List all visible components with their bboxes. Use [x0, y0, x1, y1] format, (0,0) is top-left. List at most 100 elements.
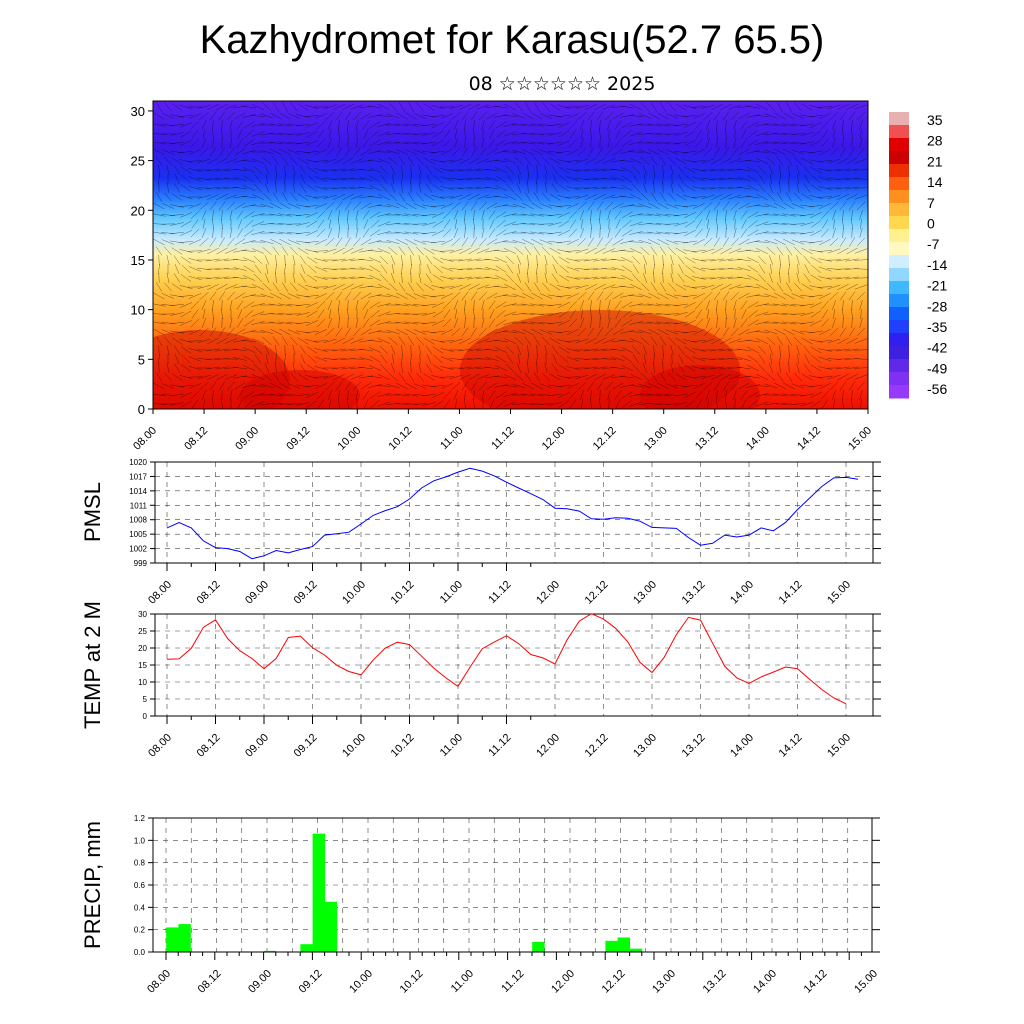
wind-barb — [782, 321, 796, 325]
wind-barb — [410, 254, 412, 266]
wind-barb — [804, 264, 810, 274]
wind-barb — [278, 231, 292, 235]
wind-barb — [809, 114, 823, 118]
wind-barb — [431, 330, 445, 334]
wind-barb — [216, 193, 228, 201]
wind-barb — [413, 239, 427, 245]
wind-barb — [422, 141, 436, 145]
wind-barb — [683, 384, 697, 388]
wind-barb — [306, 166, 318, 174]
wind-barb — [764, 329, 778, 335]
wind-barb — [316, 138, 326, 148]
wind-barb — [270, 328, 282, 336]
wind-barb — [388, 246, 398, 256]
wind-barb — [803, 345, 811, 355]
wind-barb — [300, 174, 306, 184]
wind-barb — [485, 249, 499, 253]
wind-barb — [233, 169, 247, 171]
wind-barb — [314, 250, 328, 252]
wind-barb — [854, 284, 868, 290]
wind-barb — [839, 201, 847, 211]
wind-barb — [314, 185, 328, 191]
wind-barb — [677, 165, 685, 175]
wind-barb — [332, 178, 346, 180]
wind-barb — [431, 212, 445, 218]
wind-barb — [306, 346, 318, 354]
wind-barb — [728, 284, 742, 290]
wind-barb — [842, 218, 844, 230]
wind-barb — [517, 353, 521, 365]
wind-barb — [368, 240, 382, 244]
wind-barb — [344, 327, 352, 337]
wind-barb — [755, 311, 769, 317]
wind-barb — [737, 356, 751, 362]
wind-barb — [395, 123, 409, 127]
wind-barb — [796, 165, 800, 175]
wind-barb — [733, 318, 737, 328]
wind-barb — [730, 291, 740, 301]
wind-barb — [494, 375, 508, 379]
wind-barb — [577, 291, 587, 301]
wind-barb — [839, 327, 847, 337]
wind-barb — [209, 237, 217, 247]
wind-barb — [219, 147, 225, 157]
wind-barb — [728, 338, 742, 344]
wind-barb — [801, 103, 813, 111]
wind-barb — [848, 291, 856, 301]
wind-barb — [818, 266, 832, 272]
wind-barb — [794, 102, 802, 112]
wind-barb — [788, 164, 790, 176]
y-axis-label: PRECIP, mm — [80, 821, 105, 949]
wind-barb — [517, 173, 521, 185]
wind-barb — [395, 133, 409, 135]
wind-barb — [684, 139, 696, 147]
wind-barb — [536, 164, 538, 176]
wind-barb — [188, 383, 202, 389]
wind-barb — [379, 255, 389, 265]
wind-barb — [440, 168, 454, 172]
wind-barb — [229, 120, 233, 130]
wind-barb — [793, 246, 803, 256]
wind-barb — [464, 317, 466, 329]
wind-barb — [317, 219, 325, 229]
wind-barb — [703, 237, 713, 247]
wind-barb — [728, 277, 742, 279]
wind-barb — [725, 119, 727, 131]
wind-barb — [755, 205, 769, 207]
wind-barb — [449, 248, 463, 254]
wind-barb — [800, 401, 814, 407]
wind-barb — [593, 348, 607, 352]
wind-barb — [810, 364, 822, 372]
wind-barb — [327, 210, 333, 220]
wind-barb — [821, 219, 829, 229]
wind-barb — [724, 398, 728, 409]
colorbar-label: -7 — [927, 236, 940, 252]
wind-barb — [620, 105, 634, 109]
x-tick-label: 13.00 — [631, 579, 659, 607]
wind-barb — [386, 293, 400, 299]
wind-barb — [418, 165, 422, 175]
wind-barb — [201, 120, 207, 130]
wind-barb — [495, 355, 507, 363]
wind-barb — [530, 231, 544, 235]
wind-barb — [316, 210, 326, 220]
wind-barb — [409, 263, 413, 275]
wind-barb — [693, 382, 705, 390]
wind-barb — [494, 114, 508, 118]
wind-barb — [297, 337, 309, 345]
wind-barb — [757, 255, 767, 265]
wind-barb — [783, 382, 795, 390]
wind-barb — [674, 311, 688, 317]
wind-barb — [596, 381, 604, 391]
wind-barb — [758, 273, 766, 283]
wind-barb — [707, 308, 709, 320]
wind-barb — [819, 238, 831, 246]
wind-barb — [441, 148, 453, 156]
wind-barb — [346, 398, 350, 409]
wind-barb — [495, 121, 507, 129]
wind-barb — [734, 128, 736, 140]
wind-barb — [820, 120, 830, 130]
wind-barb — [279, 112, 291, 120]
wind-barb — [558, 130, 570, 138]
wind-barb — [220, 398, 224, 409]
